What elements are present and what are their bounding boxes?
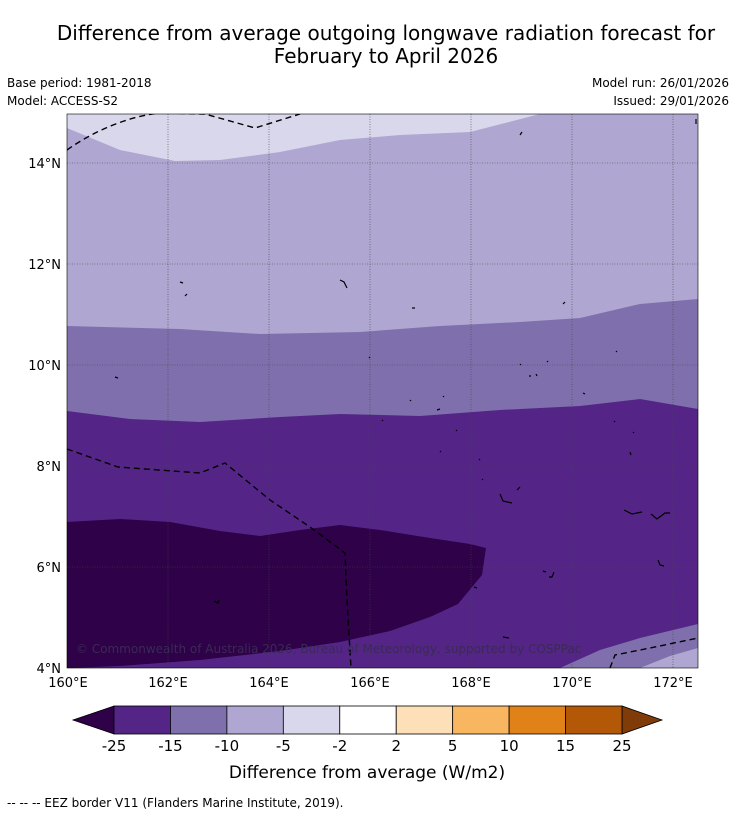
model-name: Model: ACCESS-S2 <box>7 94 119 108</box>
band-corner-minus10-to-minus5 <box>640 648 698 668</box>
colorbar-label: Difference from average (W/m2) <box>229 763 505 783</box>
lat-label: 14°N <box>28 157 61 172</box>
eez-footnote: -- -- -- EEZ border V11 (Flanders Marine… <box>7 796 344 810</box>
colorbar: -25 -15 -10 -5 -2 2 5 10 15 25 <box>71 705 664 755</box>
base-period: Base period: 1981-2018 <box>7 76 152 90</box>
longitude-labels: 160°E 162°E 164°E 166°E 168°E 170°E 172°… <box>48 676 693 691</box>
colorbar-tick-label: 2 <box>391 737 401 755</box>
map-frame <box>66 113 699 669</box>
map-area <box>67 114 698 668</box>
lat-label: 12°N <box>28 258 61 273</box>
islands <box>114 119 697 639</box>
graticule <box>67 114 698 668</box>
colorbar-tick-label: 15 <box>556 737 575 755</box>
colorbar-swatch <box>339 705 397 735</box>
colorbar-swatch <box>395 705 454 735</box>
title-line-2: February to April 2026 <box>273 44 499 68</box>
colorbar-swatch <box>565 705 623 735</box>
meta-right: Model run: 26/01/2026 Issued: 29/01/2026 <box>592 74 729 110</box>
lon-label: 166°E <box>350 676 390 691</box>
colorbar-tick-label: 25 <box>612 737 631 755</box>
lon-label: 160°E <box>48 676 88 691</box>
meta-left: Base period: 1981-2018 Model: ACCESS-S2 <box>7 74 152 110</box>
lon-label: 168°E <box>451 676 491 691</box>
latitude-labels: 14°N 12°N 10°N 8°N 6°N 4°N <box>28 157 61 677</box>
model-run: Model run: 26/01/2026 <box>591 76 729 90</box>
band-below-minus25 <box>67 519 486 668</box>
colorbar-swatch <box>508 705 566 735</box>
lon-label: 164°E <box>249 676 289 691</box>
eez-borders <box>67 114 698 668</box>
colorbar-tick-label: -25 <box>102 737 127 755</box>
colorbar-tick-label: 10 <box>500 737 519 755</box>
colorbar-swatch <box>170 705 228 735</box>
issued-date: Issued: 29/01/2026 <box>613 94 729 108</box>
colorbar-tick-label: -5 <box>276 737 291 755</box>
colorbar-over-arrow <box>621 705 664 735</box>
band-corner-minus15-to-minus10 <box>560 624 698 668</box>
lon-label: 172°E <box>653 676 693 691</box>
colorbar-tick-label: -2 <box>332 737 347 755</box>
colorbar-tick-label: 5 <box>448 737 458 755</box>
lat-label: 8°N <box>37 460 62 475</box>
lon-label: 170°E <box>552 676 592 691</box>
lat-label: 10°N <box>28 359 61 374</box>
title-line-1: Difference from average outgoing longwav… <box>56 21 716 45</box>
lon-label: 162°E <box>148 676 188 691</box>
lat-label: 6°N <box>37 561 62 576</box>
colorbar-swatch <box>113 705 171 735</box>
colorbar-under-arrow <box>71 705 115 735</box>
colorbar-swatch <box>226 705 284 735</box>
lat-label: 4°N <box>37 662 62 677</box>
colorbar-tick-label: -15 <box>158 737 183 755</box>
colorbar-tick-label: -10 <box>215 737 240 755</box>
chart-title: Difference from average outgoing longwav… <box>0 22 736 68</box>
colorbar-swatch <box>282 705 341 735</box>
copyright-notice: © Commonwealth of Australia 2026, Bureau… <box>76 642 581 656</box>
colorbar-swatch <box>452 705 510 735</box>
